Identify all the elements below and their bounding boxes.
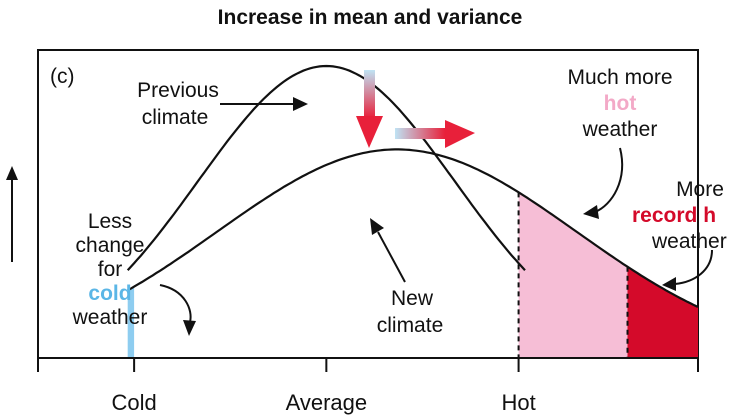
less-change-cold-line1: Less: [88, 210, 132, 233]
hot-region: [518, 192, 628, 358]
more-record-hot-word: record h: [632, 204, 716, 227]
record-hot-pointer: [662, 249, 713, 291]
x-tick-label-1: Average: [286, 390, 368, 415]
more-record-hot-line1: More: [676, 178, 724, 201]
much-more-hot-word: hot: [604, 92, 637, 115]
y-axis-up-arrow-icon: [6, 166, 18, 262]
plot-frame: [37, 49, 699, 358]
much-more-hot-pointer: [583, 147, 624, 219]
x-tick-label-0: Cold: [111, 390, 156, 415]
panel-label: (c): [50, 65, 75, 88]
new-climate-pointer: [370, 218, 406, 283]
less-change-cold-line5: weather: [72, 306, 148, 329]
previous-climate-label-line2: climate: [142, 106, 209, 129]
x-axis-tick-labels: Cold Average Hot: [111, 390, 535, 415]
previous-climate-pointer: [220, 97, 308, 111]
x-tick-label-2: Hot: [501, 390, 535, 415]
previous-climate-curve: [126, 64, 526, 271]
much-more-hot-line1: Much more: [567, 66, 672, 89]
peak-decrease-arrow-icon: [356, 70, 383, 148]
cold-region: [127, 286, 135, 358]
new-climate-curve: [127, 148, 699, 308]
x-axis-ticks: [37, 358, 699, 372]
less-change-cold-pointer: [159, 284, 196, 336]
mean-shift-arrow-icon: [395, 120, 475, 148]
less-change-cold-line2: change: [76, 234, 145, 257]
record-hot-region: [627, 266, 698, 358]
more-record-hot-line3: weather: [651, 230, 727, 253]
less-change-cold-word: cold: [88, 282, 131, 305]
much-more-hot-line3: weather: [582, 118, 658, 141]
less-change-cold-line3: for: [98, 258, 123, 281]
new-climate-label-line2: climate: [377, 314, 444, 337]
previous-climate-label-line1: Previous: [137, 79, 219, 102]
page-title: Increase in mean and variance: [217, 6, 523, 29]
new-climate-label-line1: New: [391, 287, 434, 310]
